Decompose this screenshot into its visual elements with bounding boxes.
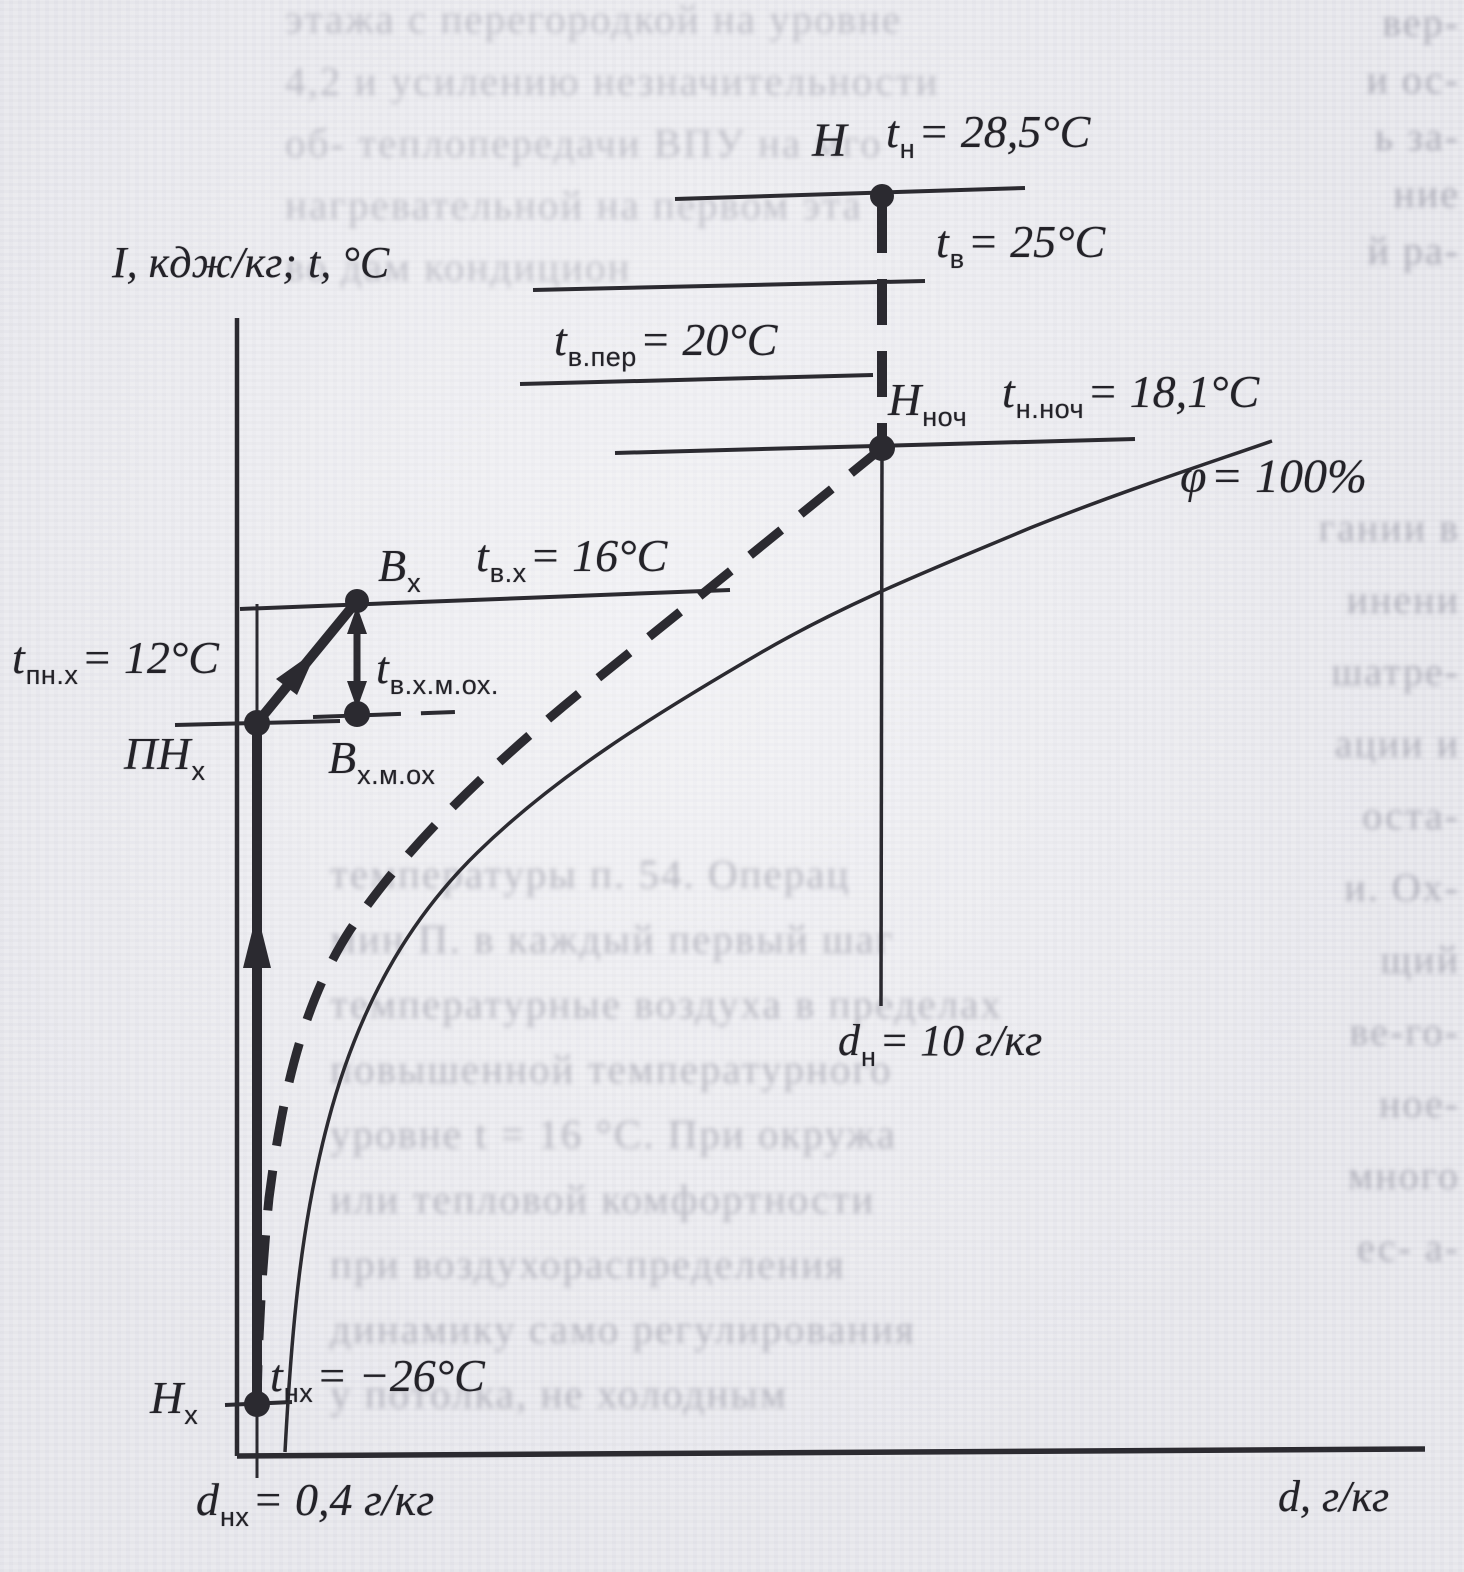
bleed-through-line: оста- xyxy=(1362,793,1460,838)
label-t-n: tн= 28,5°C xyxy=(886,106,1091,164)
label-t-n-noch: tн.ноч= 18,1°C xyxy=(1002,366,1260,424)
bleed-through-line: об- теплопередачи ВПУ на мго xyxy=(285,120,883,166)
bleed-through-line: у потолка, не холодным xyxy=(330,1371,788,1417)
bleed-through-line: и ос- xyxy=(1366,57,1460,102)
label-point-Bx: Bх xyxy=(378,540,422,598)
process-dashed-Hnoch-to-Hx xyxy=(252,444,885,1402)
bleed-through-line: этажа с перегородкой на уровне xyxy=(285,0,903,42)
bleed-through-line: нагревательной на первом эта xyxy=(285,182,863,228)
label-point-PNx: ПНх xyxy=(124,728,206,786)
label-d-n: dн= 10 г/кг xyxy=(838,1016,1043,1072)
point-H xyxy=(870,184,894,208)
isotherm-28-5 xyxy=(674,186,1026,201)
bleed-through-line: щий xyxy=(1380,937,1460,982)
arrowhead-diagonal-icon xyxy=(276,650,317,695)
label-t-v-x: tв.х= 16°C xyxy=(476,530,668,588)
point-Bxmox xyxy=(344,701,370,727)
bleed-through-line: температурные воздуха в пределах xyxy=(330,981,1003,1027)
bleed-through-line: повышенной температурного xyxy=(330,1046,893,1092)
isotherm-20 xyxy=(519,373,874,386)
label-t-nx: tнх= −26°C xyxy=(270,1350,485,1408)
bleed-through-line: шатре- xyxy=(1331,649,1460,694)
bleed-through-line: вер- xyxy=(1382,0,1460,45)
label-t-v: tв= 25°C xyxy=(936,216,1106,274)
isotherm-25 xyxy=(532,279,926,292)
bleed-through-line: ь за- xyxy=(1374,114,1460,159)
point-PNx xyxy=(244,710,270,736)
bleed-through-line: при воздухораспределения xyxy=(330,1241,846,1287)
bleed-through-line: 4,2 и усилению незначительности xyxy=(285,58,940,104)
bleed-through-line: ации и xyxy=(1334,721,1460,766)
bleed-through-line: ес- а- xyxy=(1357,1225,1460,1270)
bleed-through-line: уровне t = 16 °C. При окружа xyxy=(330,1111,897,1157)
label-t-pn-x: tпн.х= 12°C xyxy=(12,632,219,690)
bleed-through-line: инени xyxy=(1346,577,1460,622)
arrowhead-double-bottom-icon xyxy=(347,681,367,709)
y-axis-label: I, кдж/кг; t, °C xyxy=(112,238,390,287)
label-t-v-per: tв.пер= 20°C xyxy=(554,314,778,372)
point-Bx xyxy=(345,589,369,613)
bleed-through-line: и. Ох- xyxy=(1344,865,1460,910)
saturation-curve xyxy=(283,439,1273,1453)
bleed-through-line: во дам кондицион xyxy=(285,244,632,290)
label-d-nx: dнх= 0,4 г/кг xyxy=(196,1474,435,1532)
bxmox-dashed-tick xyxy=(312,710,457,719)
bleed-through-line: или тепловой комфортности xyxy=(330,1176,876,1222)
label-t-v-x-m-oh: tв.х.м.ох. xyxy=(376,642,499,700)
bleed-through-line: ние xyxy=(1393,171,1460,216)
bleed-through-line: температуры п. 54. Операц xyxy=(330,851,851,897)
label-point-Bxmox: Bх.м.ох xyxy=(328,732,436,790)
bleed-through-line: гании в xyxy=(1318,505,1460,550)
label-phi-100: φ= 100% xyxy=(1180,450,1367,503)
d-line-10 xyxy=(879,447,884,1007)
point-Hx xyxy=(244,1391,270,1417)
bleed-through-line: ве-го- xyxy=(1349,1009,1460,1054)
bleed-through-text-top: этажа с перегородкой на уровне 4,2 и усил… xyxy=(285,0,939,298)
bleed-through-line: й ра- xyxy=(1367,228,1460,273)
label-point-Hx: Hх xyxy=(150,1372,199,1430)
x-axis xyxy=(236,1446,1426,1459)
label-point-Hnoch: Hноч xyxy=(888,374,968,432)
bleed-through-text-right-column: гании в инени шатре-ации и оста-и. Ох-щий ве… xyxy=(1319,492,1460,1284)
point-Hnoch xyxy=(869,435,895,461)
isotherm-16 xyxy=(239,588,731,611)
bleed-through-line: мин П. в каждый первый шаг xyxy=(330,916,895,962)
bleed-through-line: динамику само регулирования xyxy=(330,1306,916,1352)
arrowhead-up-icon xyxy=(243,912,271,968)
bleed-through-line: ное- xyxy=(1379,1081,1460,1126)
bleed-through-text-middle: температуры п. 54. Операц мин П. в каждый… xyxy=(330,842,1003,1427)
label-point-H: H xyxy=(812,114,847,167)
bleed-through-text-right-top: вер-и ос-ь за-ние й ра- xyxy=(1367,0,1460,279)
x-axis-label: d, г/кг xyxy=(1278,1472,1390,1521)
arrowhead-double-top-icon xyxy=(347,606,367,634)
bleed-through-line: много xyxy=(1347,1153,1460,1198)
